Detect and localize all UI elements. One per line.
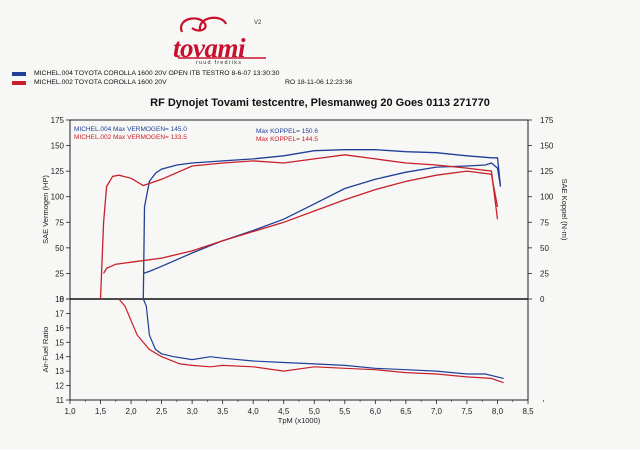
logo-subtitle: ruud fredriks: [196, 60, 243, 66]
chart-frame: [69, 119, 529, 401]
x-tick-label: 2,5: [156, 407, 168, 416]
afr-tick-label: 11: [56, 396, 65, 405]
x-axis-label: TpM (x1000): [278, 416, 321, 425]
y-left-tick-label: 50: [55, 244, 64, 253]
x-tick-label: 4,0: [248, 407, 260, 416]
y-right-axis-label: SAE Koppel (N-m): [560, 179, 569, 241]
max-annotation: MICHEL.002 Max VERMOGEN= 133.5: [74, 134, 187, 141]
max-annotation: Max KOPPEL= 150.6: [256, 128, 318, 135]
y-left-tick-label: 25: [55, 269, 64, 278]
afr-tick-label: 14: [55, 353, 64, 362]
y-right-tick-label: 150: [540, 142, 554, 151]
x-tick-label: 8,5: [522, 407, 534, 416]
x-tick-label: 4,5: [278, 407, 290, 416]
y-left-tick-label: 100: [51, 193, 65, 202]
chart-annotations: MICHEL.004 Max VERMOGEN= 145.0MICHEL.002…: [74, 126, 318, 143]
legend-run-red: MICHEL.002 TOYOTA COROLLA 1600 20V: [34, 79, 167, 86]
x-tick-label: 3,0: [187, 407, 199, 416]
x-tick-label: 2,0: [126, 407, 138, 416]
chart-series: [99, 149, 504, 384]
y-left-tick-label: 75: [55, 218, 64, 227]
afr-tick-label: 13: [55, 367, 64, 376]
y-right-tick-label: 100: [540, 193, 554, 202]
x-tick-label: 6,0: [370, 407, 382, 416]
afr-tick-label: 18: [55, 295, 64, 304]
afr-axis-label: Air-Fuel Ratio: [41, 327, 50, 373]
x-tick-label: 8,0: [492, 407, 504, 416]
series-line-michel-004-torque: [142, 149, 502, 300]
y-left-axis-label: SAE Vermogen (HP): [41, 175, 50, 244]
x-tick-label: 1,5: [95, 407, 107, 416]
chart-ticks: 1,0 1,5 2,0 2,5 3,0 3,5 4,0 4,5 5,0 5,5 6,0 6,5 7,0 7…: [41, 116, 569, 425]
x-tick-label: 3,5: [217, 407, 229, 416]
y-right-tick-label: 175: [540, 116, 554, 125]
y-left-tick-label: 125: [51, 167, 65, 176]
logo-version: V2: [254, 20, 262, 26]
afr-tick-label: 16: [55, 324, 64, 333]
logo-text: tovami: [173, 33, 246, 63]
afr-tick-label: 15: [55, 338, 64, 347]
afr-line-michel-002: [118, 298, 504, 384]
max-annotation: Max KOPPEL= 144.5: [256, 136, 318, 143]
afr-tick-label: 17: [55, 309, 64, 318]
x-tick-label: 6,5: [400, 407, 412, 416]
legend-run-red-date: RO 18-11-06 12:23:36: [285, 79, 353, 86]
afr-line-michel-004: [142, 298, 504, 379]
legend-swatch-blue: [12, 72, 26, 76]
afr-tick-label: 12: [55, 382, 64, 391]
y-left-tick-label: 0: [60, 295, 65, 304]
x-tick-label: 7,0: [431, 407, 443, 416]
series-line-michel-002-power: [103, 170, 499, 274]
y-left-tick-label: 150: [51, 142, 65, 151]
y-left-tick-label: 175: [51, 116, 65, 125]
y-right-tick-label: 125: [540, 167, 554, 176]
y-right-tick-label: 50: [540, 244, 549, 253]
x-tick-label: 1,0: [64, 407, 76, 416]
legend-run-blue: MICHEL.004 TOYOTA COROLLA 1600 20V OPEN …: [34, 70, 280, 77]
max-annotation: MICHEL.004 Max VERMOGEN= 145.0: [74, 126, 187, 133]
legend-swatch-red: [12, 81, 26, 85]
y-right-tick-label: 0: [540, 295, 545, 304]
plot-frame: [69, 119, 529, 401]
series-line-michel-004-power: [143, 162, 502, 275]
x-tick-label: 7,5: [461, 407, 473, 416]
chart-title: RF Dynojet Tovami testcentre, Plesmanweg…: [150, 97, 490, 109]
x-tick-label: 5,5: [339, 407, 351, 416]
y-right-tick-label: 25: [540, 269, 549, 278]
x-tick-label: 5,0: [309, 407, 321, 416]
y-right-tick-label: 75: [540, 218, 549, 227]
series-line-michel-002-torque: [99, 154, 499, 300]
